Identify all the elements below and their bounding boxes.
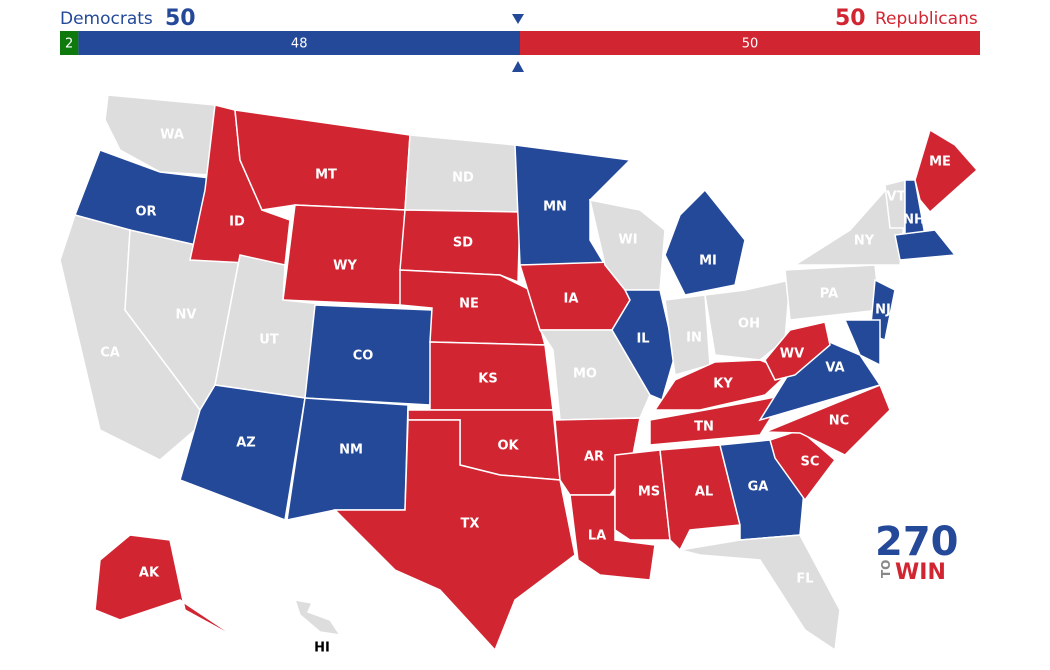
state-label: VA xyxy=(825,361,844,376)
seat-count: 2 xyxy=(65,37,73,52)
state-label: NJ xyxy=(875,303,891,318)
state xyxy=(894,229,957,261)
logo: 270 TO WIN xyxy=(875,519,959,585)
seat-segment xyxy=(60,31,79,55)
state-label: GA xyxy=(748,480,769,495)
state-label: CO xyxy=(353,349,374,364)
state xyxy=(764,321,831,381)
midpoint-marker xyxy=(512,61,524,72)
state xyxy=(679,534,841,652)
state-label: NV xyxy=(176,308,197,323)
state xyxy=(94,534,241,641)
state-label: MS xyxy=(638,485,660,500)
state-label: MO xyxy=(573,367,597,382)
state-label: TX xyxy=(461,517,480,532)
state-label: NY xyxy=(854,234,875,249)
state-label: MI xyxy=(699,254,717,269)
state-label: MN xyxy=(543,200,567,215)
state xyxy=(293,599,342,636)
state-label: MT xyxy=(315,168,337,183)
state xyxy=(282,204,406,306)
state-label: KS xyxy=(478,372,497,387)
state-label: WV xyxy=(780,347,804,362)
logo-number: 270 xyxy=(875,519,959,565)
state-label: CA xyxy=(100,346,120,361)
state-label: SC xyxy=(801,455,820,470)
state xyxy=(399,209,521,284)
state-label: IA xyxy=(564,292,579,307)
state-label: WI xyxy=(618,233,637,248)
state-label: ID xyxy=(229,215,245,230)
state-label: OH xyxy=(738,317,760,332)
state-label: OK xyxy=(497,439,519,454)
state-label: WY xyxy=(333,259,357,274)
state-label: NE xyxy=(459,297,479,312)
state-label: SD xyxy=(453,236,473,251)
state-label: KY xyxy=(713,377,733,392)
democrats-label: Democrats xyxy=(60,9,153,29)
state-label: FL xyxy=(796,572,813,587)
midpoint-marker xyxy=(512,14,524,24)
state-label: OR xyxy=(135,205,156,220)
state-label: IN xyxy=(686,331,702,346)
seat-segment xyxy=(78,31,521,55)
state-label: VT xyxy=(887,190,906,205)
state xyxy=(333,419,576,652)
state-label: NH xyxy=(903,213,925,228)
republicans-label: Republicans xyxy=(875,9,978,29)
state xyxy=(234,109,411,211)
state xyxy=(614,449,671,541)
seat-segment xyxy=(520,31,980,55)
state-label: NM xyxy=(339,443,363,458)
state xyxy=(664,188,746,296)
state xyxy=(914,128,979,214)
state-label: ND xyxy=(452,171,474,186)
state-label: AZ xyxy=(236,436,256,451)
state-label: AR xyxy=(584,450,604,465)
state-label: WA xyxy=(160,128,184,143)
state-label: AK xyxy=(139,566,160,581)
state xyxy=(843,319,881,367)
logo-win: WIN xyxy=(895,560,946,585)
state xyxy=(764,384,891,456)
state xyxy=(611,289,676,402)
state xyxy=(179,384,306,522)
democrats-total: 50 xyxy=(165,6,196,31)
state xyxy=(758,339,882,422)
state xyxy=(286,397,409,521)
state-label: TN xyxy=(694,420,714,435)
state-label: NC xyxy=(829,414,849,429)
state-label: UT xyxy=(259,333,279,348)
seat-count: 48 xyxy=(291,37,308,52)
logo-to: TO xyxy=(879,560,893,578)
seat-count: 50 xyxy=(742,37,759,52)
state-label: LA xyxy=(588,529,606,544)
state-label: AL xyxy=(695,485,713,500)
state-label: ME xyxy=(929,155,951,170)
state-label: HI xyxy=(314,641,330,656)
state-label: PA xyxy=(820,287,838,302)
republicans-total: 50 xyxy=(835,6,866,31)
state-label: IL xyxy=(636,332,649,347)
